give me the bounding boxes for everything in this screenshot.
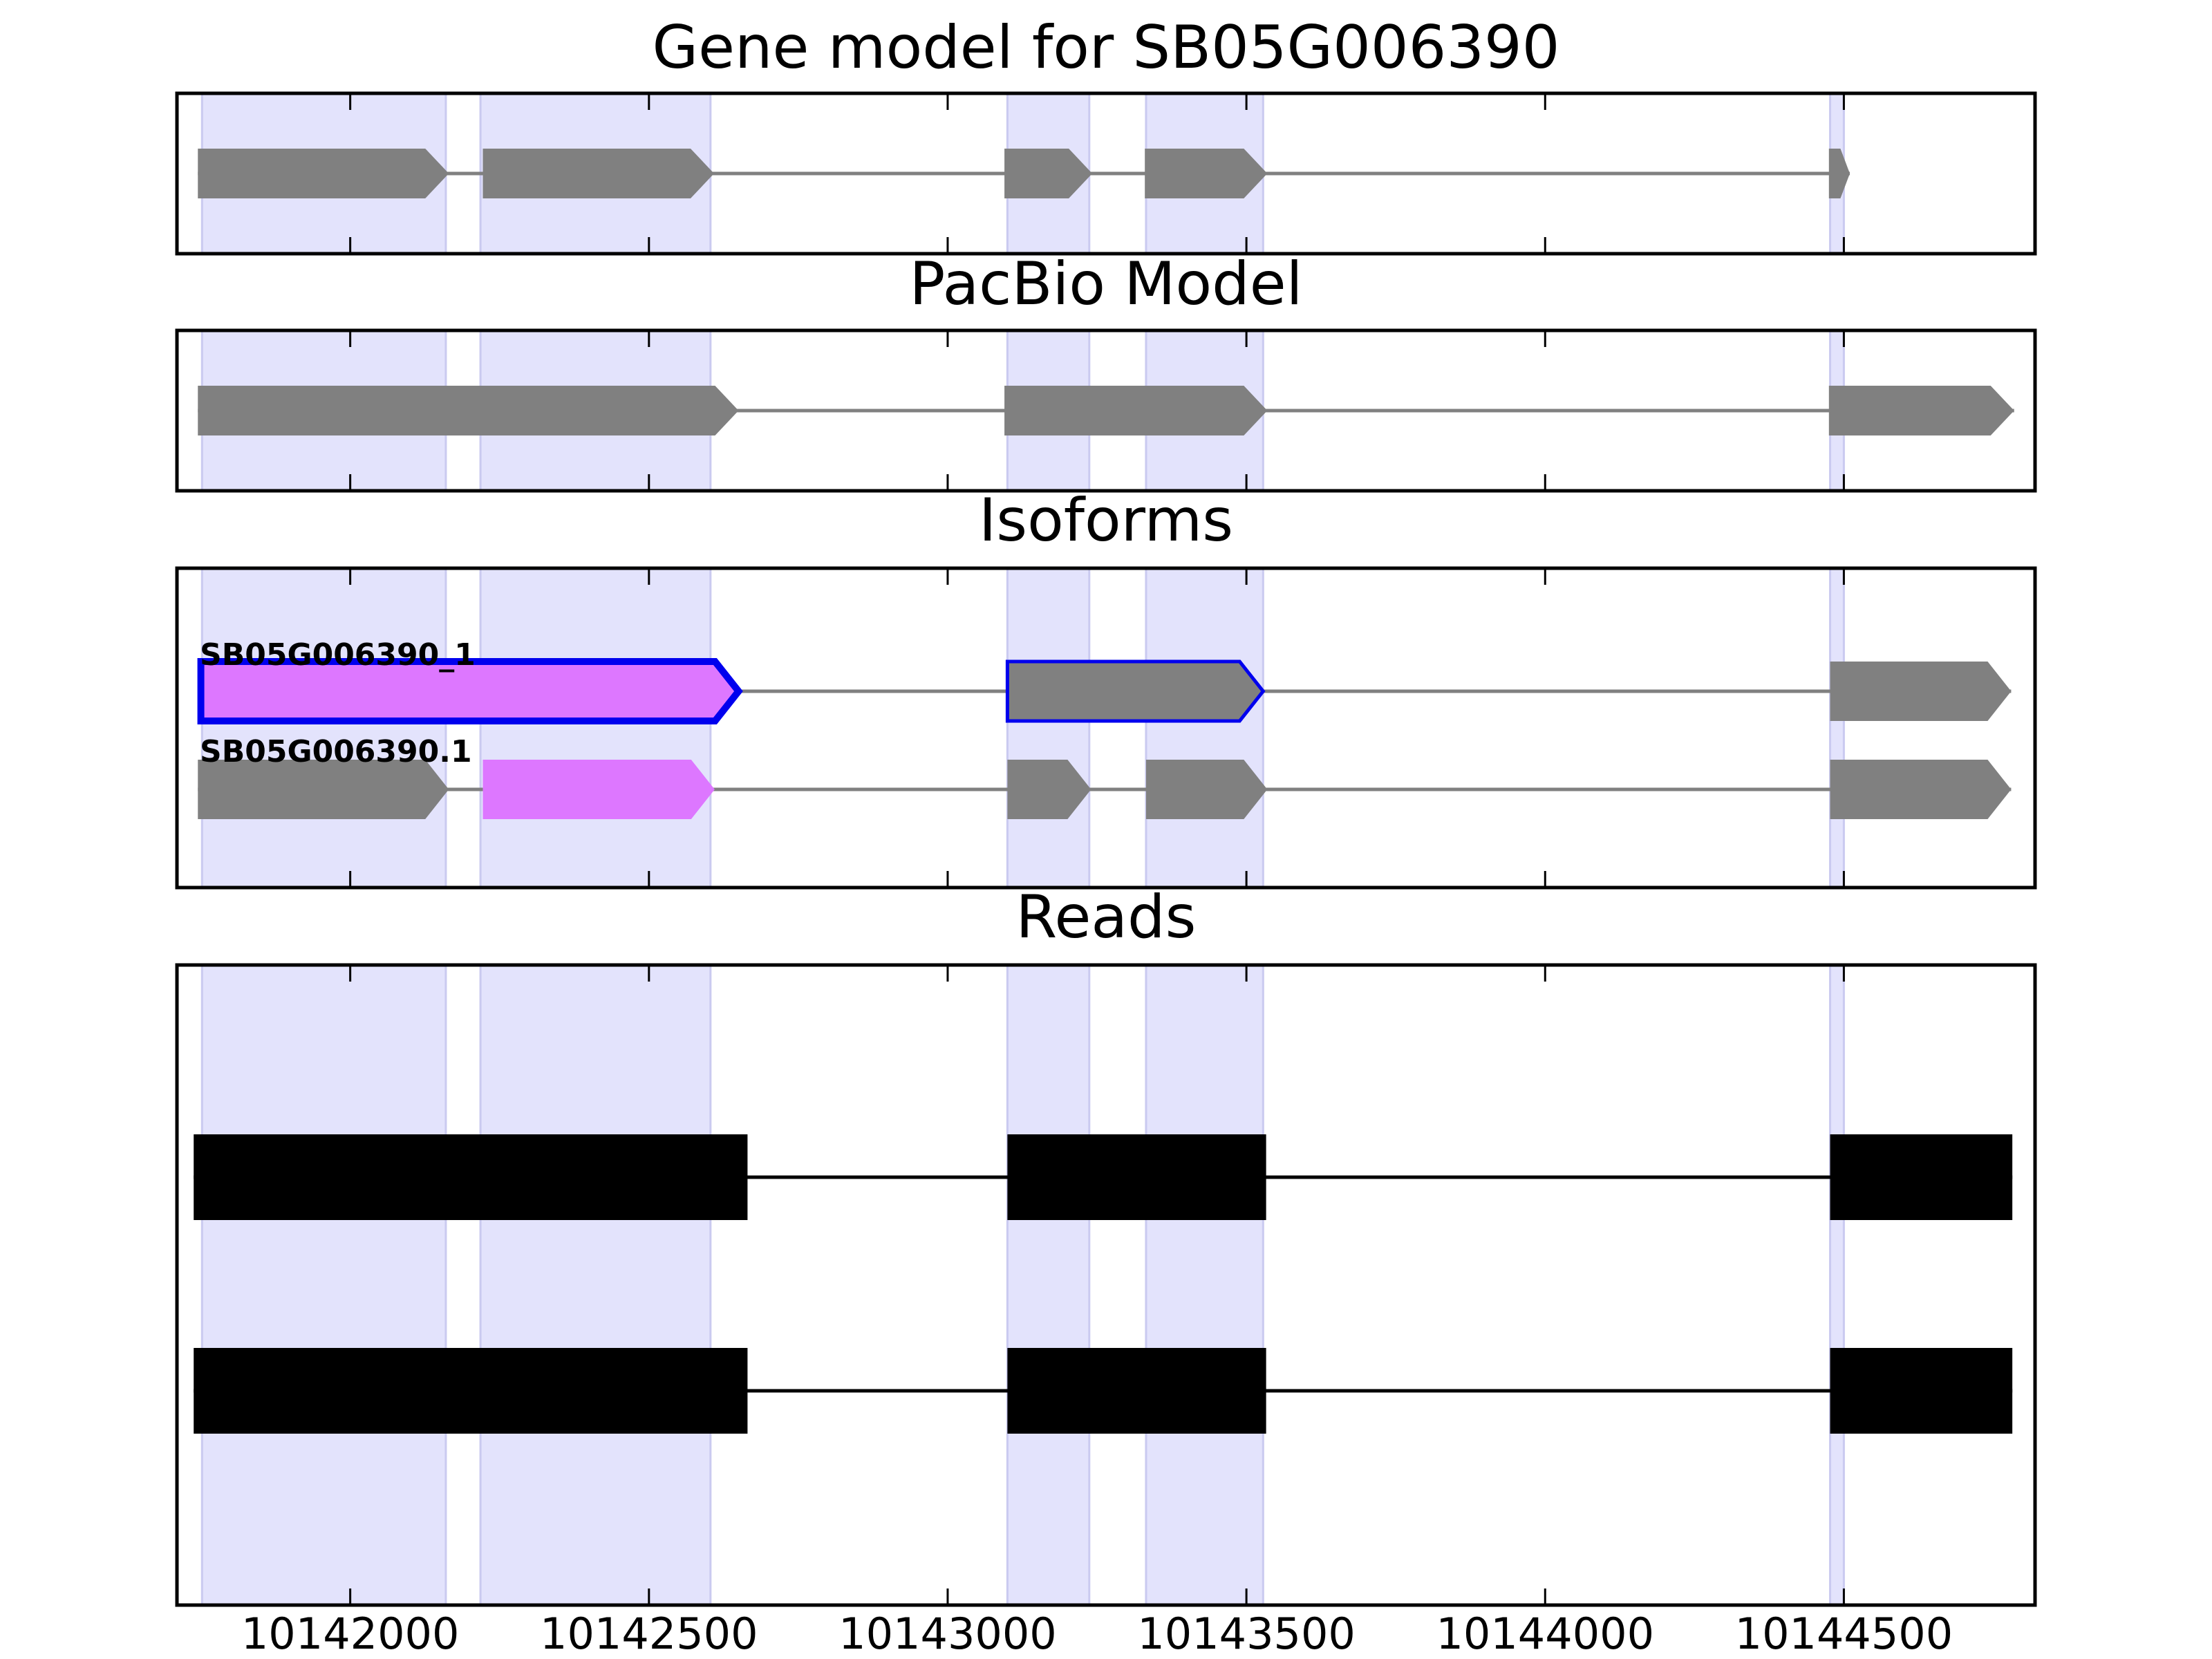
exon-band	[1829, 964, 1845, 1606]
isoform-label-1: SB05G006390_1	[200, 637, 476, 673]
exon-feature	[1007, 760, 1091, 819]
exon-band	[1145, 567, 1264, 889]
exon-band	[1829, 567, 1845, 889]
x-tick-label: 10143000	[838, 1609, 1057, 1659]
axes-frame	[175, 91, 2037, 256]
isoforms-title: Isoforms	[979, 486, 1233, 555]
gene-model-title: Gene model for SB05G006390	[653, 13, 1560, 82]
axes-frame	[175, 566, 2037, 890]
exon-feature	[1828, 149, 1850, 198]
exon-feature	[198, 760, 449, 819]
gene-model-panel	[175, 91, 2037, 256]
exon-band	[200, 964, 447, 1606]
exon-feature	[482, 149, 715, 198]
isoform-label-2: SB05G006390.1	[200, 734, 472, 769]
read-block	[194, 1134, 748, 1220]
exon-feature	[1828, 386, 2014, 435]
axes-frame	[175, 328, 2037, 493]
isoforms-panel: SB05G006390_1 SB05G006390.1	[175, 566, 2037, 890]
read-block	[194, 1348, 748, 1434]
read-block	[1007, 1134, 1266, 1220]
x-tick-label: 10143500	[1137, 1609, 1356, 1659]
axes-frame	[175, 963, 2037, 1607]
read-block	[1830, 1134, 2013, 1220]
exon-band	[1145, 964, 1264, 1606]
exon-feature	[1004, 386, 1268, 435]
exon-feature	[197, 658, 743, 724]
reads-panel	[175, 963, 2037, 1607]
x-tick-label: 10144500	[1735, 1609, 1953, 1659]
exon-band	[1006, 964, 1091, 1606]
x-axis: 10142000 10142500 10143000 10143500 1014…	[241, 1609, 1953, 1659]
read-block	[1007, 1348, 1266, 1434]
exon-band	[479, 964, 712, 1606]
exon-feature	[198, 149, 449, 198]
x-tick-label: 10142000	[241, 1609, 460, 1659]
exon-feature	[1830, 662, 2012, 721]
reads-title: Reads	[1016, 883, 1197, 952]
exon-feature	[1830, 760, 2012, 819]
exon-feature	[1145, 760, 1268, 819]
exon-band	[479, 567, 712, 889]
exon-band	[200, 567, 447, 889]
read-block	[1830, 1348, 2013, 1434]
exon-feature	[1005, 659, 1266, 723]
exon-band	[1006, 567, 1091, 889]
x-tick-label: 10142500	[540, 1609, 758, 1659]
x-tick-label: 10144000	[1436, 1609, 1654, 1659]
exon-feature	[482, 760, 715, 819]
exon-feature	[1004, 149, 1093, 198]
exon-feature	[198, 386, 739, 435]
exon-feature	[1145, 149, 1268, 198]
pacbio-model-panel	[175, 328, 2037, 493]
pacbio-model-title: PacBio Model	[909, 250, 1302, 319]
